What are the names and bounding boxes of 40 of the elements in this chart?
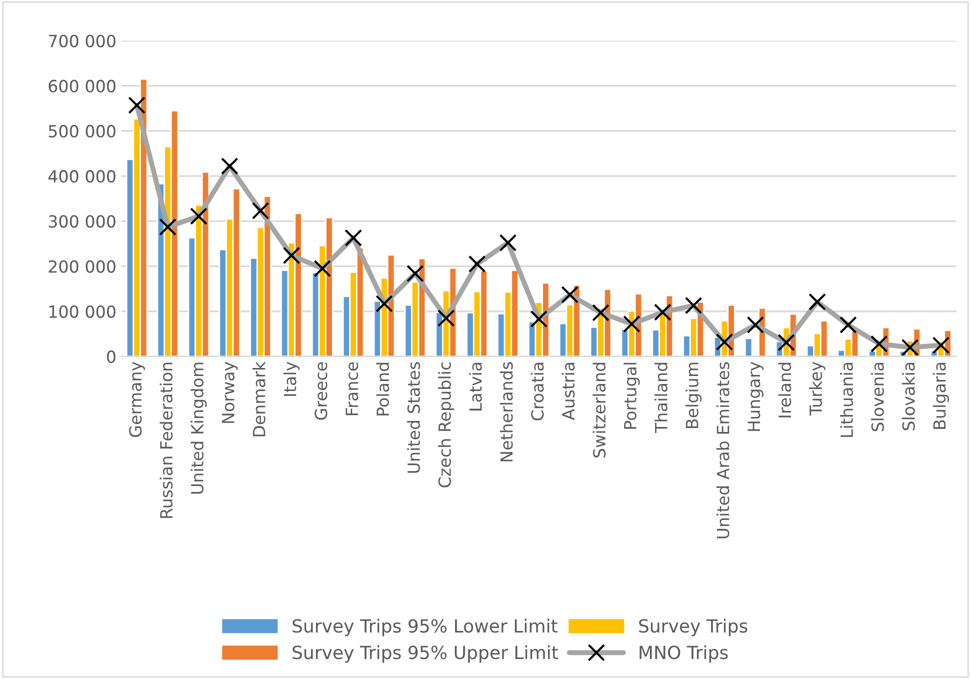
x-tick-label: Slovakia xyxy=(902,362,915,430)
legend-label: Survey Trips 95% Upper Limit xyxy=(292,645,558,663)
x-tick-label: United Arab Emirates xyxy=(716,362,730,538)
x-tick-label: United Kingdom xyxy=(190,362,207,494)
legend-label: Survey Trips 95% Lower Limit xyxy=(292,618,558,636)
x-tick-label: Germany xyxy=(129,362,145,438)
x-tick-label: Denmark xyxy=(252,361,266,436)
y-tick-label: 100 000 xyxy=(49,305,116,318)
y-tick-label: 200 000 xyxy=(48,260,116,273)
x-tick-label: Poland xyxy=(376,362,390,416)
x-tick-label: Switzerland xyxy=(592,362,606,458)
x-tick-label: Slovenia xyxy=(871,362,884,432)
x-tick-label: Hungary xyxy=(748,362,764,431)
x-tick-label: Thailand xyxy=(654,362,668,433)
y-tick-label: 300 000 xyxy=(48,215,116,228)
legend-label: MNO Trips xyxy=(640,645,728,663)
x-tick-label: Bulgaria xyxy=(932,362,950,429)
y-tick-label: 600 000 xyxy=(48,80,116,92)
y-tick-label: 0 xyxy=(107,350,116,364)
x-tick-label: Ireland xyxy=(778,362,792,418)
x-tick-label: Greece xyxy=(314,362,328,420)
x-tick-label: Czech Republic xyxy=(438,362,454,488)
x-tick-label: Belgium xyxy=(685,362,702,428)
x-tick-label: Austria xyxy=(562,362,575,420)
y-tick-label: 700 000 xyxy=(48,34,116,48)
x-tick-label: Lithuania xyxy=(840,362,854,437)
x-tick-label: Netherlands xyxy=(500,362,513,462)
x-tick-label: Norway xyxy=(222,362,238,423)
x-tick-label: France xyxy=(346,362,358,416)
x-tick-label: Turkey xyxy=(809,362,826,416)
y-tick-label: 400 000 xyxy=(48,170,116,183)
bar xyxy=(744,338,753,356)
x-tick-label: Portugal xyxy=(624,362,640,429)
x-tick-label: Italy xyxy=(283,362,300,396)
legend-label: Survey Trips xyxy=(639,618,748,636)
x-tick-label: United States xyxy=(407,362,420,473)
x-tick-label: Latvia xyxy=(468,362,482,410)
x-tick-label: Russian Federation xyxy=(160,362,173,518)
x-tick-label: Croatia xyxy=(530,362,544,420)
y-tick-label: 500 000 xyxy=(48,124,116,138)
